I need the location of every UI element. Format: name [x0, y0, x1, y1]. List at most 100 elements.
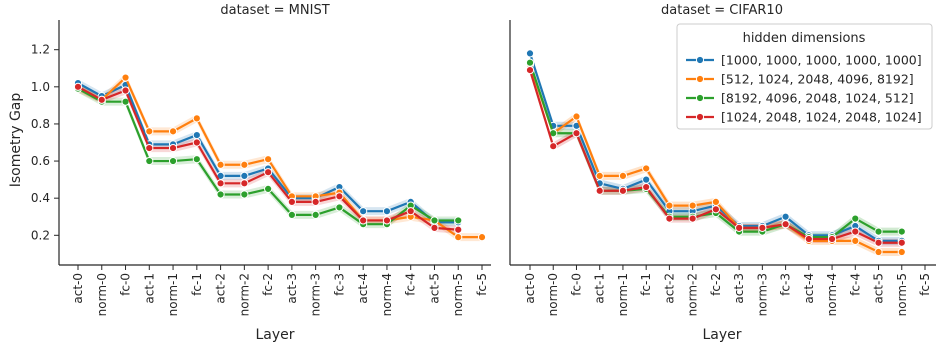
x-tick-label: act-3: [732, 273, 746, 304]
data-point: [407, 208, 414, 215]
data-point: [455, 234, 462, 241]
x-tick-label: fc-2: [709, 273, 723, 296]
data-point: [146, 157, 153, 164]
data-point: [689, 202, 696, 209]
y-tick-label: 1.0: [31, 80, 50, 94]
legend-entry-label: [1024, 2048, 1024, 2048, 1024]: [721, 110, 922, 125]
legend-swatch-marker: [696, 94, 703, 101]
data-point: [217, 161, 224, 168]
x-axis-label: Layer: [702, 327, 741, 343]
x-tick-label: fc-3: [779, 273, 793, 296]
legend-entry-label: [1000, 1000, 1000, 1000, 1000]: [721, 53, 922, 68]
data-point: [619, 172, 626, 179]
data-point: [455, 226, 462, 233]
data-point: [146, 144, 153, 151]
y-tick-label: 0.8: [31, 117, 50, 131]
data-point: [241, 172, 248, 179]
panel-title: dataset = MNIST: [220, 3, 329, 18]
data-point: [169, 144, 176, 151]
data-point: [265, 185, 272, 192]
x-tick-label: act-4: [802, 273, 816, 304]
data-point: [712, 198, 719, 205]
data-point: [782, 213, 789, 220]
x-tick-label: fc-0: [119, 273, 133, 296]
data-point: [666, 215, 673, 222]
x-tick-label: fc-4: [848, 273, 862, 296]
data-point: [431, 224, 438, 231]
data-point: [526, 50, 533, 57]
data-point: [689, 215, 696, 222]
x-tick-label: act-5: [872, 273, 886, 304]
data-point: [852, 228, 859, 235]
x-tick-label: act-0: [71, 273, 85, 304]
data-point: [431, 217, 438, 224]
data-point: [526, 59, 533, 66]
data-point: [383, 217, 390, 224]
x-tick-label: act-2: [214, 273, 228, 304]
data-point: [265, 156, 272, 163]
data-point: [336, 193, 343, 200]
x-tick-label: fc-4: [404, 273, 418, 296]
data-point: [288, 198, 295, 205]
series-line: [78, 83, 458, 222]
y-ticks: 0.2 0.4 0.6 0.8 1.0 1.2: [31, 43, 59, 243]
data-point: [241, 180, 248, 187]
legend-title: hidden dimensions: [743, 31, 866, 46]
y-tick-label: 1.2: [31, 43, 50, 57]
x-tick-label: fc-5: [475, 273, 489, 296]
x-tick-label: norm-1: [616, 273, 630, 316]
data-point: [455, 217, 462, 224]
x-tick-label: norm-2: [237, 273, 251, 316]
data-point: [98, 96, 105, 103]
data-point: [782, 221, 789, 228]
x-tick-label: fc-1: [639, 273, 653, 296]
data-point: [193, 115, 200, 122]
data-point: [217, 191, 224, 198]
x-tick-label: norm-4: [380, 273, 394, 316]
x-tick-label: act-3: [285, 273, 299, 304]
x-tick-label: norm-3: [755, 273, 769, 316]
data-point: [619, 187, 626, 194]
data-point: [265, 169, 272, 176]
y-tick-label: 0.4: [31, 191, 50, 205]
data-point: [643, 176, 650, 183]
data-point: [596, 172, 603, 179]
data-point: [596, 187, 603, 194]
legend-swatch-marker: [696, 113, 703, 120]
data-point: [146, 128, 153, 135]
data-point: [193, 139, 200, 146]
data-point: [360, 208, 367, 215]
data-point: [169, 128, 176, 135]
data-point: [526, 67, 533, 74]
x-tick-label: act-4: [356, 273, 370, 304]
data-point: [759, 224, 766, 231]
data-point: [712, 206, 719, 213]
data-point: [898, 248, 905, 255]
data-point: [312, 198, 319, 205]
data-point: [805, 235, 812, 242]
x-tick-label: norm-0: [546, 273, 560, 316]
data-point: [898, 239, 905, 246]
data-point: [550, 143, 557, 150]
x-tick-label: act-1: [142, 273, 156, 304]
data-point: [74, 83, 81, 90]
data-point: [852, 215, 859, 222]
legend: hidden dimensions [1000, 1000, 1000, 100…: [677, 24, 932, 129]
x-tick-label: fc-5: [918, 273, 932, 296]
data-point: [875, 248, 882, 255]
x-ticks: act-0 norm-0 fc-0 act-1 norm-1 fc-1 act-2 norm-…: [71, 265, 489, 316]
y-tick-label: 0.2: [31, 228, 50, 242]
x-tick-label: act-2: [662, 273, 676, 304]
data-point: [169, 157, 176, 164]
x-ticks: act-0 norm-0 fc-0 act-1 norm-1 fc-1 act-2 norm-…: [523, 265, 932, 316]
data-point: [643, 183, 650, 190]
x-tick-label: norm-0: [95, 273, 109, 316]
x-tick-label: norm-5: [451, 273, 465, 316]
x-tick-label: norm-4: [825, 273, 839, 316]
data-point: [573, 130, 580, 137]
x-tick-label: norm-1: [166, 273, 180, 316]
x-tick-label: norm-3: [309, 273, 323, 316]
x-tick-label: act-1: [593, 273, 607, 304]
data-point: [898, 228, 905, 235]
